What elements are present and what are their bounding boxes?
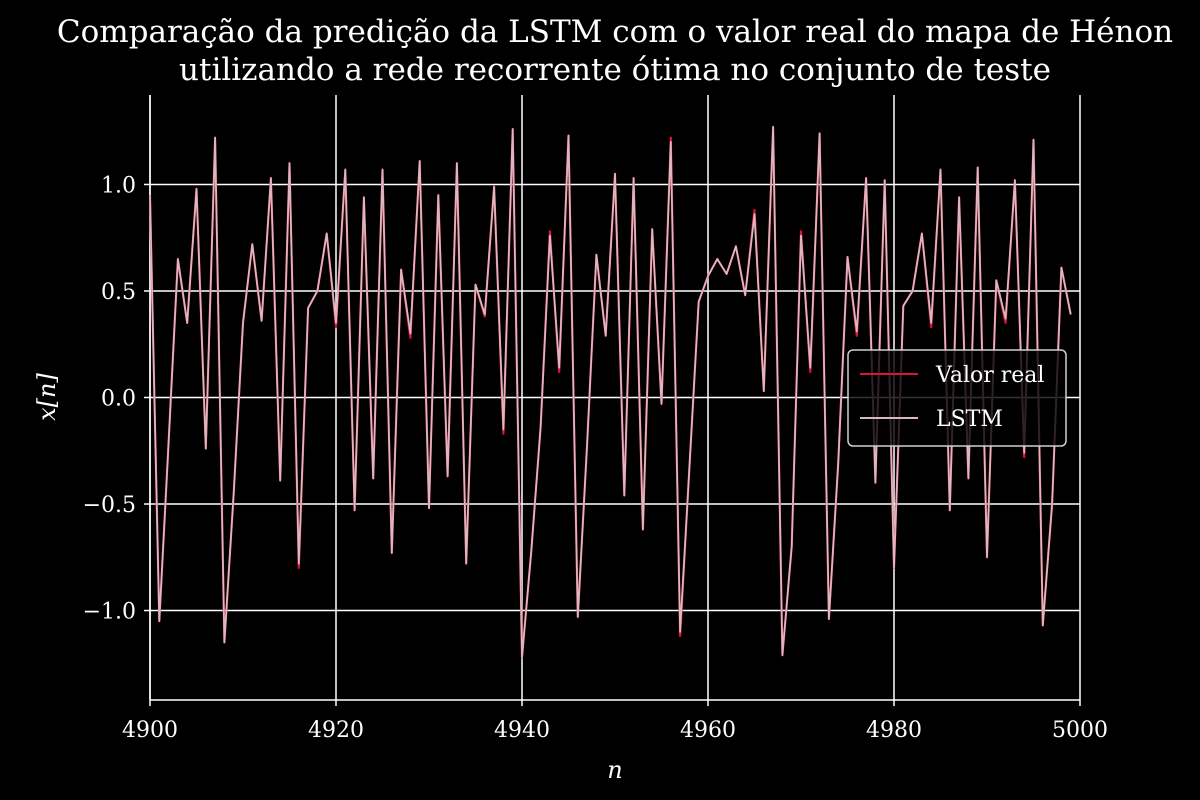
y-tick-label-2: 0.0 bbox=[101, 387, 136, 412]
legend: Valor real LSTM bbox=[847, 349, 1067, 447]
x-axis-label: n bbox=[607, 756, 622, 784]
ticks: 4900 4920 4940 4960 4980 5000 −1.0 −0.5 0.0 0.5 1.… bbox=[83, 173, 1108, 743]
chart-title-line1: Comparação da predição da LSTM com o val… bbox=[57, 14, 1173, 50]
x-tick-label-1: 4920 bbox=[308, 718, 364, 743]
legend-label-valor-real: Valor real bbox=[935, 363, 1044, 388]
x-tick-label-3: 4960 bbox=[680, 718, 736, 743]
y-tick-label-1: −0.5 bbox=[83, 493, 136, 518]
y-tick-label-3: 0.5 bbox=[101, 280, 136, 305]
x-tick-label-5: 5000 bbox=[1052, 718, 1108, 743]
y-tick-label-0: −1.0 bbox=[83, 600, 136, 625]
y-tick-label-4: 1.0 bbox=[101, 173, 136, 198]
y-axis-label: x[n] bbox=[33, 373, 61, 421]
chart-title-line2: utilizando a rede recorrente ótima no co… bbox=[179, 52, 1051, 88]
series-lines bbox=[148, 125, 1072, 659]
series-line-lstm bbox=[149, 126, 1072, 659]
legend-label-lstm: LSTM bbox=[936, 407, 1003, 432]
x-tick-label-0: 4900 bbox=[122, 718, 178, 743]
x-tick-label-2: 4940 bbox=[494, 718, 550, 743]
x-tick-label-4: 4980 bbox=[866, 718, 922, 743]
